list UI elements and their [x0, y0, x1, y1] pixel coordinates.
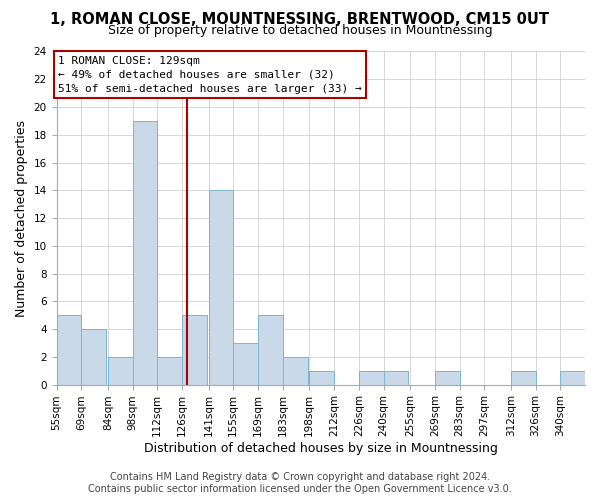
Bar — [182, 315, 207, 384]
Bar — [157, 357, 182, 384]
Y-axis label: Number of detached properties: Number of detached properties — [15, 120, 28, 316]
Bar — [435, 370, 460, 384]
Bar — [560, 370, 585, 384]
Bar — [108, 357, 133, 384]
Bar — [359, 370, 383, 384]
Bar — [233, 343, 258, 384]
Text: 1, ROMAN CLOSE, MOUNTNESSING, BRENTWOOD, CM15 0UT: 1, ROMAN CLOSE, MOUNTNESSING, BRENTWOOD,… — [50, 12, 550, 28]
Text: Size of property relative to detached houses in Mountnessing: Size of property relative to detached ho… — [107, 24, 493, 37]
Bar — [511, 370, 536, 384]
X-axis label: Distribution of detached houses by size in Mountnessing: Distribution of detached houses by size … — [144, 442, 498, 455]
Bar — [133, 121, 157, 384]
Bar — [309, 370, 334, 384]
Bar — [209, 190, 233, 384]
Text: Contains HM Land Registry data © Crown copyright and database right 2024.
Contai: Contains HM Land Registry data © Crown c… — [88, 472, 512, 494]
Bar — [383, 370, 408, 384]
Bar — [81, 329, 106, 384]
Bar — [283, 357, 308, 384]
Bar — [258, 315, 283, 384]
Bar — [56, 315, 81, 384]
Text: 1 ROMAN CLOSE: 129sqm
← 49% of detached houses are smaller (32)
51% of semi-deta: 1 ROMAN CLOSE: 129sqm ← 49% of detached … — [58, 56, 362, 94]
